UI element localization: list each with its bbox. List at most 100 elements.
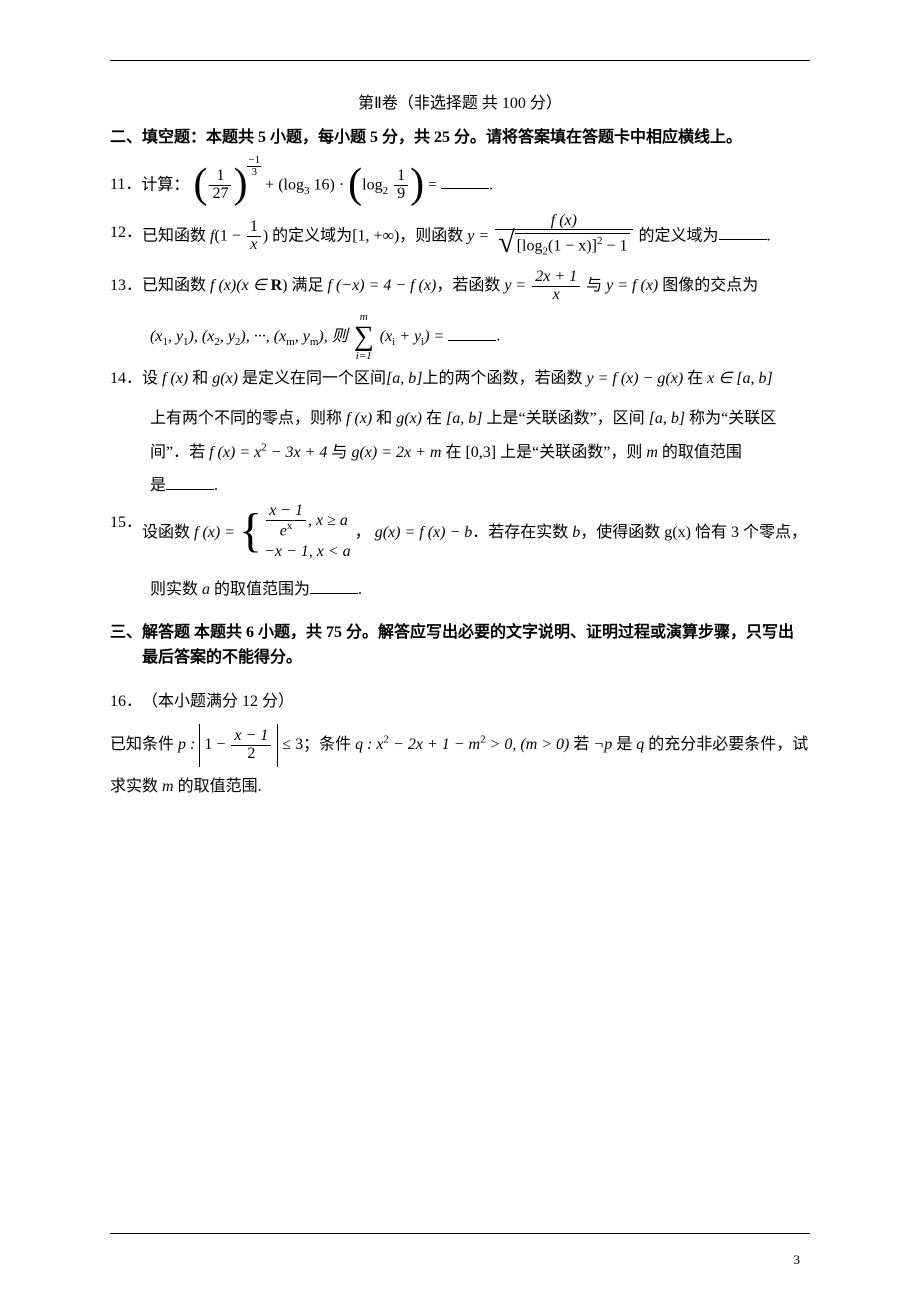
b: 和 (372, 410, 396, 427)
sumarg: (xi + yi) = (380, 328, 449, 345)
q13-body: 已知函数 f (x)(x ∈ R) 满足 f (−x) = 4 − f (x)，… (142, 266, 810, 306)
problem-11: 11． 计算： (127)−13 + (log3 16) · (log2 19)… (110, 165, 810, 207)
d: 9 (394, 185, 408, 203)
t3: ．若存在实数 (472, 524, 572, 541)
le3: ≤ 3 (282, 736, 303, 753)
fdef2: − 3x + 4 (267, 444, 328, 461)
yfg: y = f (x) − g(x) (587, 370, 684, 387)
n: 1 (255, 154, 261, 166)
q16-number: 16． (110, 685, 142, 719)
frac: x − 1ex (266, 503, 306, 540)
d: 是 (612, 736, 636, 753)
gx2: g(x) (664, 524, 691, 541)
t1: 已知函数 (142, 277, 210, 294)
ab2: [a, b] (649, 410, 685, 427)
eq: = (428, 176, 441, 193)
problem-13: 13． 已知函数 f (x)(x ∈ R) 满足 f (−x) = 4 − f … (110, 266, 810, 306)
num: 1 (209, 168, 231, 185)
blank (441, 174, 489, 189)
a: [log (517, 237, 543, 254)
q11-body: 计算： (127)−13 + (log3 16) · (log2 19) = . (141, 165, 810, 207)
d: 上是“关联函数”，区间 (482, 410, 648, 427)
part2-title: 第Ⅱ卷（非选择题 共 100 分） (110, 89, 810, 113)
a: 上有两个不同的零点，则称 (150, 410, 346, 427)
period: . (489, 176, 493, 193)
d: 2 (231, 745, 271, 763)
q14-line2: 上有两个不同的零点，则称 f (x) 和 g(x) 在 [a, b] 上是“关联… (150, 402, 810, 436)
rparen: ) (233, 163, 247, 205)
t2: 和 (188, 370, 212, 387)
a: (x (150, 328, 162, 345)
int: [0,3] (465, 444, 496, 461)
domain: [1, +∞) (352, 227, 399, 244)
t3: ，若函数 (436, 277, 504, 294)
t2: ， (355, 524, 375, 541)
cond: , x ≥ a (308, 512, 348, 529)
plus: + (265, 176, 278, 193)
c: 若 (573, 736, 593, 753)
b: 的取值范围. (174, 778, 262, 795)
problem-12: 12． 已知函数 f(1 − 1x) 的定义域为[1, +∞)，则函数 y = … (110, 213, 810, 261)
big-frac: f (x) √[log2(1 − x)]2 − 1 (495, 213, 632, 261)
a: (x (380, 328, 392, 345)
section-3-heading: 三、解答题 本题共 6 小题，共 75 分。解答应写出必要的文字说明、证明过程或… (110, 620, 810, 671)
y-eq: y = (467, 227, 493, 244)
blank (310, 578, 358, 593)
e: e (280, 522, 287, 539)
e: ), ···, (x (240, 328, 286, 345)
n: x − 1 (231, 728, 271, 745)
n: 2x + 1 (532, 269, 580, 286)
sym: ∑ (354, 323, 374, 351)
yfx: y = f (x) (606, 277, 658, 294)
c: 在 (441, 444, 465, 461)
b: + y (395, 328, 421, 345)
lbrace: { (239, 507, 262, 555)
t1: 已知函数 (142, 227, 210, 244)
q14-body: 设 f (x) 和 g(x) 是定义在同一个区间[a, b]上的两个函数，若函数… (142, 362, 810, 396)
b: ；条件 (303, 736, 355, 753)
q14-line3: 间”．若 f (x) = x2 − 3x + 4 与 g(x) = 2x + m… (150, 436, 810, 470)
d: x (247, 236, 261, 254)
fx: f (x) (346, 410, 372, 427)
gx: g(x) (396, 410, 422, 427)
p: p : (178, 736, 199, 753)
d: 上是“关联函数”，则 (496, 444, 646, 461)
q12-number: 12． (110, 213, 142, 253)
neg-p: ¬p (593, 736, 612, 753)
b: , y (168, 328, 183, 345)
a: 是 (150, 477, 166, 494)
log2: log (362, 176, 382, 193)
d: − 1 (602, 237, 627, 254)
n: 1 (247, 219, 261, 236)
points: (x1, y1), (x2, y2), ···, (xm, ym), 则 (150, 328, 348, 345)
a: 求实数 (110, 778, 162, 795)
blank (719, 225, 767, 240)
rule-top (110, 60, 810, 61)
exp-neg-1-3: −13 (247, 155, 261, 179)
lparen2: ( (348, 163, 362, 205)
a: 间”．若 (150, 444, 209, 461)
rparen2: ) (410, 163, 424, 205)
cases: x − 1ex, x ≥ a −x − 1, x < a (264, 503, 351, 564)
base2: 2 (383, 184, 389, 196)
log3-16-a: (log (278, 176, 304, 193)
e: 的取值范围 (658, 444, 742, 461)
problem-15: 15． 设函数 f (x) = { x − 1ex, x ≥ a −x − 1,… (110, 503, 810, 564)
d: x (532, 286, 580, 304)
var-a: a (202, 581, 210, 598)
frac-1-27: 127 (209, 168, 231, 203)
lparen: ( (193, 163, 207, 205)
fx: f (x) = (194, 524, 239, 541)
a: 则实数 (150, 581, 202, 598)
gdef: g(x) = 2x + m (351, 444, 441, 461)
t1: 设函数 (142, 524, 194, 541)
q13-line2: (x1, y1), (x2, y2), ···, (xm, ym), 则 m∑i… (150, 312, 810, 362)
ab: [a, b] (386, 370, 422, 387)
qv: q (636, 736, 644, 753)
problem-16: 16． （本小题满分 12 分） (110, 685, 810, 719)
d: ex (266, 520, 306, 540)
x: x (287, 520, 293, 532)
period: . (358, 581, 362, 598)
q16-line2: 求实数 m 的取值范围. (110, 767, 810, 807)
radicand: [log2(1 − x)]2 − 1 (515, 233, 630, 258)
